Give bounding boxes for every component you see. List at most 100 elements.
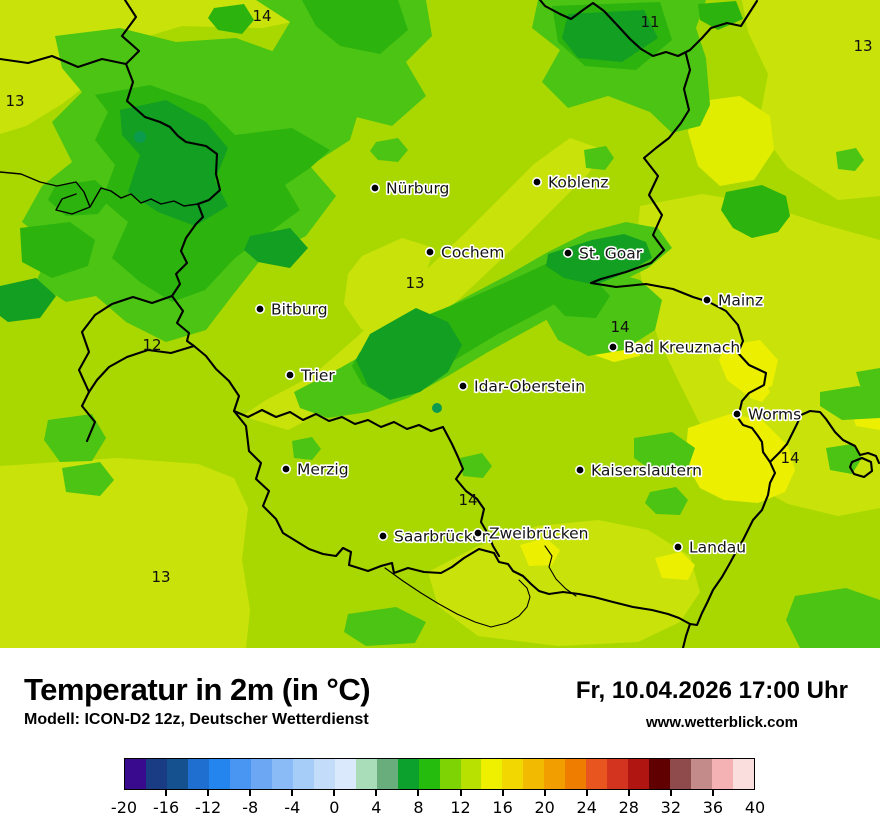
city-marker: Cochem [424,242,506,263]
legend-tick-label: 24 [576,798,597,817]
border-luxembourg-west [77,294,174,443]
city-marker: Nürburg [369,178,451,199]
city-marker: Worms [731,404,803,425]
city-label: Kaiserslautern [591,462,702,480]
legend-segment [250,759,272,789]
city-marker: Kaiserslautern [574,460,704,481]
legend-tick-label: -12 [195,798,222,817]
legend-tick-label: 28 [618,798,639,817]
map-footer: Temperatur in 2m (in °C) Modell: ICON-D2… [0,648,880,830]
legend-segment [187,759,209,789]
city-dot [369,183,380,194]
legend-tickmark [627,790,630,796]
city-label: Landau [689,539,746,557]
legend-tick-label: -8 [242,798,259,817]
legend-segment [397,759,419,789]
city-label: Bad Kreuznach [624,339,740,357]
legend-tick-label: 12 [450,798,471,817]
city-dot [377,530,388,541]
city-marker: Merzig [280,459,350,480]
page-title: Temperatur in 2m (in °C) [24,672,371,707]
city-dot [701,294,712,305]
temp-region-teal-spots [134,131,442,413]
legend-tick-label: 40 [744,798,766,817]
city-marker: Koblenz [531,172,610,193]
border-lines [0,0,880,648]
legend-tickmark [333,790,336,796]
legend-segment [355,759,377,789]
temp-value-label: 13 [5,92,24,110]
legend-tick-label: -4 [284,798,301,817]
legend-tickmark [543,790,546,796]
city-label: Worms [748,406,801,424]
city-dot [672,541,683,552]
temp-value-label: 13 [151,568,170,586]
legend-tickmark [501,790,504,796]
legend-segment [733,759,755,789]
border-top-right-jag [538,0,759,58]
city-label: Merzig [297,461,349,479]
legend-segment [439,759,461,789]
legend-segment [292,759,314,789]
temp-value-label: 13 [405,274,424,292]
border-vennbahn [0,171,199,215]
legend-segment [145,759,167,789]
city-label: Idar-Oberstein [474,378,585,396]
forecast-datetime: Fr, 10.04.2026 17:00 Uhr [575,677,848,704]
city-marker: Idar-Oberstein [457,376,587,397]
legend-tickmark [585,790,588,796]
city-label: Zweibrücken [489,525,588,543]
border-luxembourg-south [87,344,196,394]
legend-tickmark [711,790,714,796]
temperature-value-labels: 14 11 13 13 13 12 14 14 14 13 [5,7,872,586]
legend-segment [712,759,734,789]
legend-segment [544,759,566,789]
city-label: Koblenz [548,174,609,192]
temperature-legend: -20 -16 -12 -8 -4 0 4 8 12 16 20 24 28 32 36 40 [111,758,765,820]
temp-value-label: 14 [252,7,271,25]
city-label: Bitburg [271,301,328,319]
legend-segment [670,759,692,789]
city-marker: Trier [284,365,337,386]
city-dot [255,303,266,314]
legend-tick-label: -16 [152,798,180,817]
temp-region-green-dark [0,10,658,400]
city-dot [280,463,291,474]
city-dot [424,247,435,258]
border-saarland-rlp [232,408,501,558]
legend-segment [334,759,356,789]
legend-segment [166,759,188,789]
legend-segment [565,759,587,789]
legend-segment [271,759,293,789]
temp-value-label: 11 [640,13,659,31]
legend-segment [649,759,671,789]
city-label: Trier [300,367,335,385]
temp-value-label: 13 [853,37,872,55]
legend-segment [208,759,230,789]
legend-tick-label: 0 [329,798,340,817]
legend-tick-labels: -20 -16 -12 -8 -4 0 4 8 12 16 20 24 28 32 36 40 [111,790,765,820]
legend-tick-label: 36 [702,798,724,817]
legend-tickmark [207,790,210,796]
city-dot [531,177,542,188]
city-label: St. Goar [579,245,643,263]
city-marker: Bad Kreuznach [607,337,742,358]
legend-segment [502,759,524,789]
legend-tickmark [375,790,378,796]
legend-segment [586,759,608,789]
legend-tickmark [249,790,252,796]
legend-segment [418,759,440,789]
model-info: Modell: ICON-D2 12z, Deutscher Wetterdie… [24,711,369,728]
city-dot [731,408,742,419]
city-dot [607,341,618,352]
legend-tickmark [165,790,168,796]
city-label: Saarbrücken [394,528,492,546]
city-marker: Saarbrücken [377,526,493,547]
border-belgium-north [120,0,141,66]
city-dot [574,464,585,475]
legend-tick-label: 16 [492,798,513,817]
map-canvas: 14 11 13 13 13 12 14 14 14 13 Nürburg Koblenz Coche… [0,0,880,648]
city-label: Mainz [718,292,763,310]
legend-tick-label: 8 [413,798,424,817]
